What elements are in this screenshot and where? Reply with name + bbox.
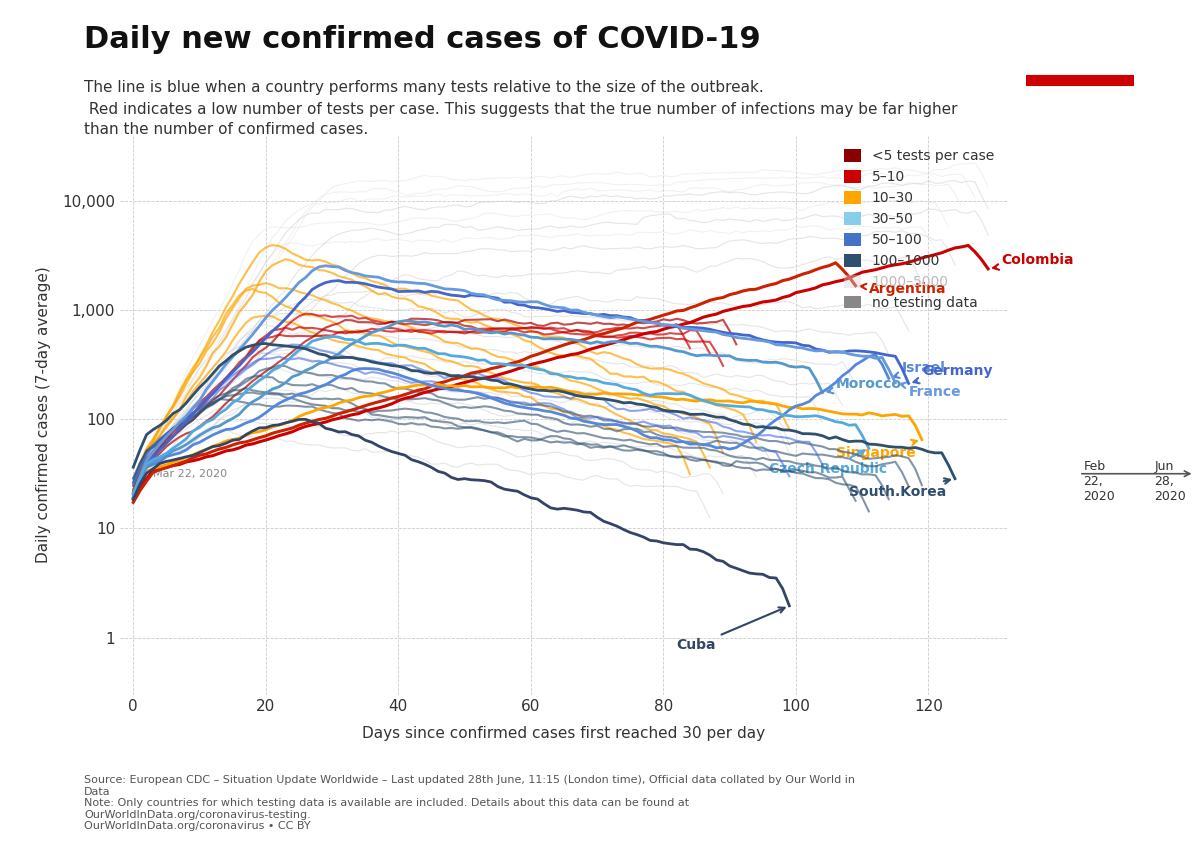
Text: Morocco: Morocco bbox=[828, 377, 901, 393]
Text: Colombia: Colombia bbox=[994, 253, 1074, 269]
Text: Source: European CDC – Situation Update Worldwide – Last updated 28th June, 11:1: Source: European CDC – Situation Update … bbox=[84, 775, 854, 832]
Text: than the number of confirmed cases.: than the number of confirmed cases. bbox=[84, 122, 368, 137]
Text: Mar 22, 2020: Mar 22, 2020 bbox=[154, 469, 227, 479]
Text: Daily new confirmed cases of COVID-19: Daily new confirmed cases of COVID-19 bbox=[84, 25, 761, 54]
Text: Our World
in Data: Our World in Data bbox=[1044, 28, 1116, 56]
Text: Jun
28,
2020: Jun 28, 2020 bbox=[1154, 460, 1187, 503]
Text: The line is blue when a country performs many tests relative to the size of the : The line is blue when a country performs… bbox=[84, 80, 763, 96]
Text: South.Korea: South.Korea bbox=[848, 479, 950, 499]
Y-axis label: Daily confirmed cases (7-day average): Daily confirmed cases (7-day average) bbox=[36, 267, 52, 563]
Text: France: France bbox=[900, 383, 961, 399]
X-axis label: Days since confirmed cases first reached 30 per day: Days since confirmed cases first reached… bbox=[362, 726, 766, 740]
Text: Feb
22,
2020: Feb 22, 2020 bbox=[1084, 460, 1115, 503]
Text: Israel: Israel bbox=[894, 361, 946, 378]
Text: Red indicates a low number of tests per case. This suggests that the true number: Red indicates a low number of tests per … bbox=[84, 102, 958, 117]
Text: Argentina: Argentina bbox=[860, 282, 947, 296]
Text: Singapore: Singapore bbox=[835, 440, 917, 460]
Text: Cuba: Cuba bbox=[677, 607, 785, 652]
Text: Germany: Germany bbox=[913, 363, 992, 384]
Legend: <5 tests per case, 5–10, 10–30, 30–50, 50–100, 100–1000, 1000–5000, no testing d: <5 tests per case, 5–10, 10–30, 30–50, 5… bbox=[838, 142, 1001, 317]
Text: Czech Republic: Czech Republic bbox=[769, 451, 888, 475]
